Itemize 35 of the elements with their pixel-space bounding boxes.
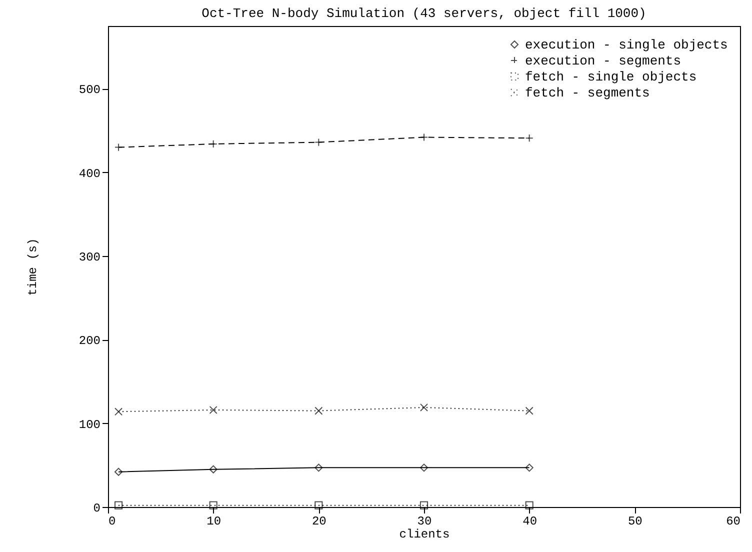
x-tick-label: 60: [726, 514, 740, 528]
legend-label: fetch - segments: [525, 86, 650, 100]
y-tick-label: 0: [93, 502, 100, 516]
y-tick-label: 400: [78, 166, 100, 181]
point: [525, 464, 534, 472]
y-tick-label: 200: [78, 334, 100, 348]
point: [209, 406, 218, 414]
point: [525, 501, 534, 510]
point: [420, 501, 428, 510]
x-tick-label: 0: [108, 514, 116, 528]
x-axis-title: clients: [399, 528, 450, 542]
x-tick-label: 40: [522, 514, 538, 528]
legend-label: fetch - single objects: [525, 70, 697, 84]
point: [209, 501, 218, 510]
legend-label: execution - segments: [525, 54, 682, 68]
point: [209, 465, 218, 474]
y-tick-label: 500: [78, 83, 100, 98]
y-tick-label: 300: [78, 250, 100, 265]
point: [114, 468, 123, 476]
x-tick-label: 30: [417, 514, 432, 528]
point: [114, 408, 123, 416]
point: [314, 501, 323, 510]
point: [314, 464, 323, 472]
legend-label: execution - single objects: [525, 38, 728, 52]
point: [314, 406, 323, 415]
y-tick-label: 100: [78, 418, 100, 432]
point: [525, 406, 534, 415]
x-tick-label: 10: [206, 514, 222, 528]
chart-title: Oct-Tree N-body Simulation (43 servers, object fill 1000): [202, 6, 646, 21]
x-tick-label: 50: [628, 514, 642, 528]
point: [420, 403, 428, 412]
point: [114, 501, 123, 510]
x-tick-label: 20: [312, 514, 326, 528]
point: [420, 464, 428, 472]
y-axis-title: time (s): [26, 238, 40, 296]
